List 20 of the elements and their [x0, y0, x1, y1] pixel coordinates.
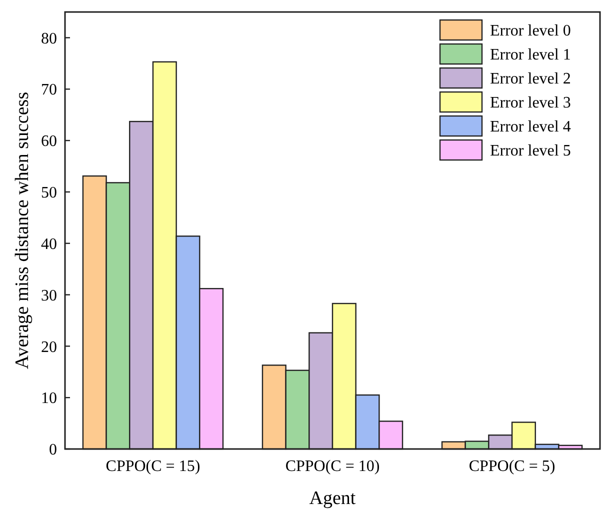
- y-tick-label: 70: [41, 82, 57, 99]
- x-axis-title: Agent: [309, 488, 356, 509]
- y-tick-label: 40: [41, 236, 57, 253]
- legend-label: Error level 5: [490, 142, 571, 160]
- y-tick-label: 10: [41, 390, 57, 408]
- y-tick-label: 50: [41, 184, 57, 202]
- legend-label: Error level 2: [490, 70, 571, 88]
- legend-label: Error level 3: [490, 94, 571, 112]
- x-tick-label: CPPO(C = 10): [285, 458, 380, 475]
- y-axis-title: Average miss distance when success: [12, 92, 33, 370]
- y-tick-label: 80: [41, 30, 57, 48]
- legend-label: Error level 0: [490, 22, 571, 40]
- y-tick-label: 60: [41, 133, 57, 150]
- legend-label: Error level 4: [490, 118, 571, 136]
- x-tick-label: CPPO(C = 5): [468, 458, 556, 475]
- y-tick-label: 20: [41, 338, 57, 356]
- y-tick-label: 30: [41, 287, 57, 304]
- x-tick-label: CPPO(C = 15): [106, 458, 200, 475]
- y-tick-label: 0: [49, 442, 57, 459]
- legend-label: Error level 1: [490, 46, 571, 64]
